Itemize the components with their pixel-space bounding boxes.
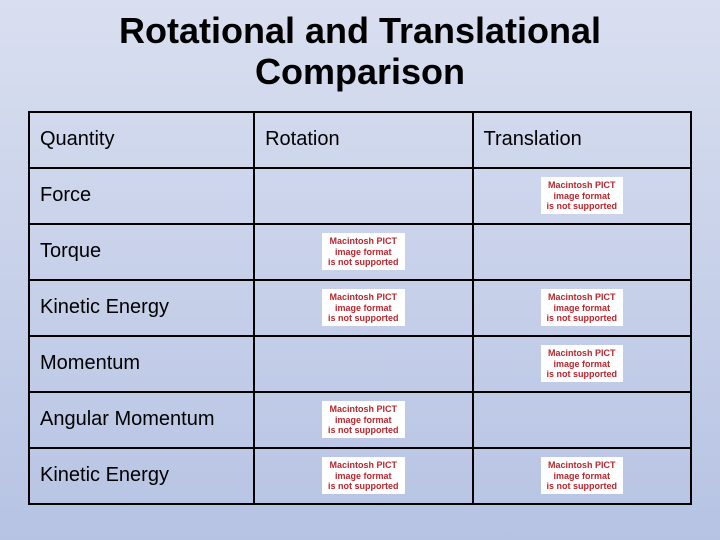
table-row: Force Macintosh PICTimage formatis not su… [29, 168, 691, 224]
title-line-1: Rotational and Translational [119, 10, 601, 51]
table-row: Angular Momentum Macintosh PICTimage form… [29, 392, 691, 448]
table-header-row: QuantityRotationTranslation [29, 112, 691, 168]
cell-rotation [254, 168, 472, 224]
cell-translation: Macintosh PICTimage formatis not support… [473, 280, 691, 336]
row-label: Torque [29, 224, 254, 280]
cell-translation: Macintosh PICTimage formatis not support… [473, 448, 691, 504]
cell-rotation: Macintosh PICTimage formatis not support… [254, 448, 472, 504]
pict-placeholder: Macintosh PICTimage formatis not support… [484, 177, 680, 215]
table-row: Torque Macintosh PICTimage formatis not s… [29, 224, 691, 280]
pict-error-box: Macintosh PICTimage formatis not support… [541, 457, 624, 494]
pict-placeholder: Macintosh PICTimage formatis not support… [265, 289, 461, 327]
cell-rotation: Macintosh PICTimage formatis not support… [254, 280, 472, 336]
row-label: Kinetic Energy [29, 280, 254, 336]
pict-placeholder: Macintosh PICTimage formatis not support… [484, 457, 680, 495]
row-label: Force [29, 168, 254, 224]
cell-translation [473, 392, 691, 448]
pict-placeholder: Macintosh PICTimage formatis not support… [484, 289, 680, 327]
row-label: Angular Momentum [29, 392, 254, 448]
table-row: Kinetic Energy Macintosh PICTimage format… [29, 280, 691, 336]
pict-error-box: Macintosh PICTimage formatis not support… [322, 457, 405, 494]
slide-title: Rotational and Translational Comparison [28, 10, 692, 93]
title-line-2: Comparison [255, 51, 465, 92]
pict-error-box: Macintosh PICTimage formatis not support… [322, 289, 405, 326]
cell-rotation [254, 336, 472, 392]
pict-error-box: Macintosh PICTimage formatis not support… [541, 177, 624, 214]
cell-rotation: Macintosh PICTimage formatis not support… [254, 224, 472, 280]
row-label: Momentum [29, 336, 254, 392]
table-row: Kinetic Energy Macintosh PICTimage format… [29, 448, 691, 504]
row-label: Kinetic Energy [29, 448, 254, 504]
pict-error-box: Macintosh PICTimage formatis not support… [322, 401, 405, 438]
pict-error-box: Macintosh PICTimage formatis not support… [541, 289, 624, 326]
cell-translation [473, 224, 691, 280]
cell-translation: Macintosh PICTimage formatis not support… [473, 168, 691, 224]
header-rotation: Rotation [254, 112, 472, 168]
pict-placeholder: Macintosh PICTimage formatis not support… [265, 233, 461, 271]
table-row: Momentum Macintosh PICTimage formatis not… [29, 336, 691, 392]
pict-placeholder: Macintosh PICTimage formatis not support… [484, 345, 680, 383]
header-translation: Translation [473, 112, 691, 168]
pict-placeholder: Macintosh PICTimage formatis not support… [265, 457, 461, 495]
cell-translation: Macintosh PICTimage formatis not support… [473, 336, 691, 392]
cell-rotation: Macintosh PICTimage formatis not support… [254, 392, 472, 448]
pict-error-box: Macintosh PICTimage formatis not support… [541, 345, 624, 382]
pict-error-box: Macintosh PICTimage formatis not support… [322, 233, 405, 270]
comparison-table: QuantityRotationTranslationForceMacintos… [28, 111, 692, 505]
pict-placeholder: Macintosh PICTimage formatis not support… [265, 401, 461, 439]
header-quantity: Quantity [29, 112, 254, 168]
